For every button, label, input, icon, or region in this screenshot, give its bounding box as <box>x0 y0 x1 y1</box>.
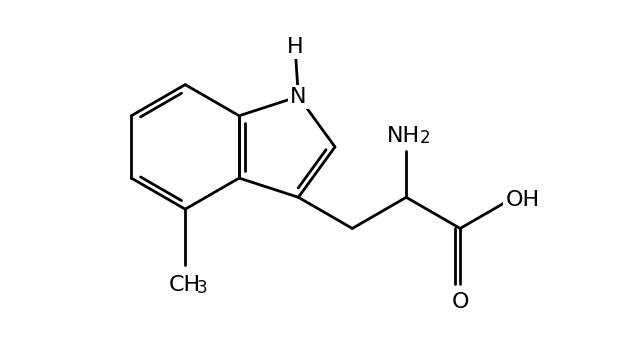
Text: 3: 3 <box>196 279 207 297</box>
Text: OH: OH <box>506 190 540 210</box>
Text: NH: NH <box>387 126 420 145</box>
Text: N: N <box>290 86 307 107</box>
Text: 2: 2 <box>420 130 430 148</box>
Text: CH: CH <box>169 275 201 295</box>
Text: O: O <box>451 292 469 312</box>
Text: H: H <box>287 37 303 57</box>
